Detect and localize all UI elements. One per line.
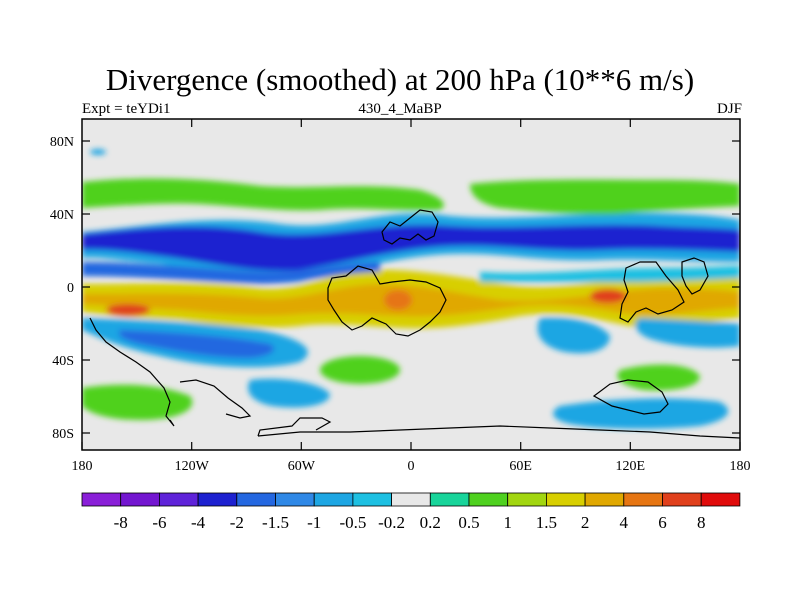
colorbar-box-11 bbox=[507, 492, 547, 507]
colorbar-label-12: 2 bbox=[581, 513, 590, 532]
conv-cell-west-pacific bbox=[635, 318, 740, 348]
coastline-antarctic-peninsula bbox=[257, 417, 332, 437]
lon-label-60w: 60W bbox=[288, 459, 316, 474]
conv-spot-arctic bbox=[90, 149, 106, 155]
coastline-pacific-islands bbox=[681, 257, 709, 295]
conv-core-south-pacific bbox=[118, 330, 274, 358]
colorbar-label-15: 8 bbox=[697, 513, 706, 532]
colorbar-box-5 bbox=[275, 492, 315, 507]
lon-label-120w: 120W bbox=[175, 459, 210, 474]
conv-strip-north-tropics bbox=[82, 262, 380, 284]
conv-cell-south-atlantic bbox=[248, 378, 330, 408]
coastline-europe bbox=[381, 209, 439, 245]
colorbar-box-12 bbox=[546, 492, 586, 507]
colorbar-label-9: 0.5 bbox=[458, 513, 479, 532]
colorbar-box-4 bbox=[236, 492, 276, 507]
div-cell-south-atlantic bbox=[320, 356, 400, 384]
colorbar-label-11: 1.5 bbox=[536, 513, 557, 532]
colorbar-label-14: 6 bbox=[658, 513, 667, 532]
colorbar-label-8: 0.2 bbox=[420, 513, 441, 532]
colorbar-label-7: -0.2 bbox=[378, 513, 405, 532]
div-max-east bbox=[590, 289, 626, 303]
chart-title: Divergence (smoothed) at 200 hPa (10**6 … bbox=[105, 62, 695, 97]
colorbar-labels: -8 -6 -4 -2 -1.5 -1 -0.5 -0.2 0.2 0.5 1 1.5 2 4 6 8 bbox=[114, 513, 706, 532]
coastline-south-america-west bbox=[89, 317, 175, 427]
lat-label-0: 0 bbox=[67, 281, 74, 296]
coastline-antarctica bbox=[257, 425, 740, 439]
colorbar-box-13 bbox=[584, 492, 625, 507]
colorbar-label-6: -0.5 bbox=[339, 513, 366, 532]
colorbar bbox=[81, 492, 741, 507]
divergence-field bbox=[82, 119, 740, 450]
case-label: 430_4_MaBP bbox=[358, 101, 442, 117]
lon-label-180-west: 180 bbox=[72, 459, 93, 474]
coastline-australia bbox=[592, 379, 669, 415]
colorbar-label-13: 4 bbox=[620, 513, 629, 532]
colorbar-box-0 bbox=[81, 492, 122, 507]
lon-label-60e: 60E bbox=[509, 459, 532, 474]
colorbar-label-5: -1 bbox=[307, 513, 321, 532]
lat-tick-labels: 80N 40N 0 40S 80S bbox=[50, 135, 74, 442]
colorbar-box-14 bbox=[623, 492, 663, 507]
coastlines bbox=[89, 209, 740, 439]
colorbar-label-0: -8 bbox=[114, 513, 128, 532]
colorbar-label-10: 1 bbox=[503, 513, 512, 532]
div-max-africa bbox=[384, 290, 412, 310]
colorbar-box-6 bbox=[313, 492, 354, 507]
div-cell-south-east bbox=[617, 364, 700, 391]
lon-label-120e: 120E bbox=[616, 459, 646, 474]
colorbar-box-1 bbox=[120, 492, 160, 507]
colorbar-label-3: -2 bbox=[230, 513, 244, 532]
div-band-north-west bbox=[82, 178, 444, 211]
colorbar-label-4: -1.5 bbox=[262, 513, 289, 532]
lat-label-80n: 80N bbox=[50, 135, 74, 150]
experiment-label: Expt = teYDi1 bbox=[82, 101, 171, 117]
colorbar-box-15 bbox=[662, 492, 702, 507]
coastline-africa bbox=[327, 265, 447, 337]
div-cell-south-west bbox=[82, 384, 193, 420]
lon-tick-labels: 180 120W 60W 0 60E 120E 180 bbox=[72, 459, 751, 474]
colorbar-label-1: -6 bbox=[152, 513, 166, 532]
colorbar-box-10 bbox=[468, 492, 509, 507]
colorbar-box-9 bbox=[429, 492, 470, 507]
div-max-west bbox=[106, 304, 150, 316]
colorbar-box-2 bbox=[158, 492, 199, 507]
lon-label-0: 0 bbox=[408, 459, 415, 474]
lat-label-40n: 40N bbox=[50, 208, 74, 223]
colorbar-box-8 bbox=[391, 492, 431, 507]
coastline-southeast-asia bbox=[619, 261, 685, 323]
colorbar-box-3 bbox=[197, 492, 238, 507]
coastline-south-america-east bbox=[179, 379, 252, 419]
colorbar-box-16 bbox=[700, 492, 741, 507]
lat-label-80s: 80S bbox=[52, 427, 74, 442]
conv-core-north bbox=[82, 224, 740, 271]
colorbar-box-7 bbox=[352, 492, 392, 507]
colorbar-label-2: -4 bbox=[191, 513, 206, 532]
season-label: DJF bbox=[716, 101, 742, 117]
div-band-north-east bbox=[470, 179, 740, 215]
lon-tick-marks bbox=[81, 119, 741, 450]
conv-strip-east-tropics bbox=[480, 266, 740, 282]
lon-label-180-east: 180 bbox=[730, 459, 751, 474]
lat-tick-marks bbox=[82, 140, 740, 434]
conv-cell-indian-ocean bbox=[537, 317, 610, 354]
lat-label-40s: 40S bbox=[52, 354, 74, 369]
